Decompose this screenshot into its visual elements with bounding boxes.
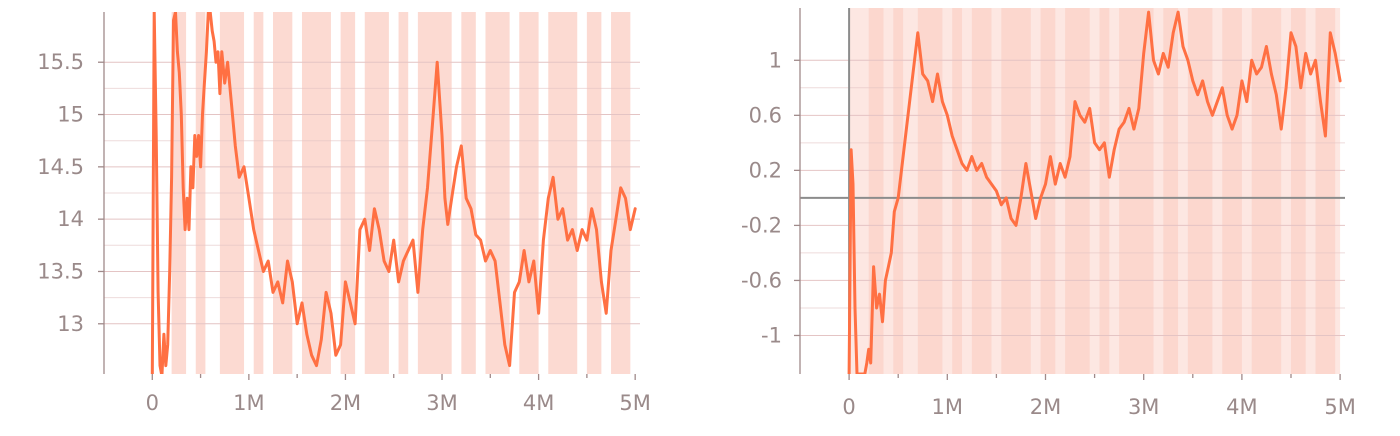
y-tick-label: -0.6	[741, 268, 782, 292]
variance-band	[1251, 8, 1282, 374]
variance-band	[1315, 8, 1336, 374]
y-tick-label: 1	[769, 48, 782, 72]
series-line	[150, 12, 637, 374]
x-tick-label: 2M	[330, 391, 361, 415]
variance-band	[1119, 8, 1154, 374]
y-tick-label: 13	[57, 312, 84, 336]
x-tick-label: 0	[842, 395, 855, 419]
series-line	[847, 10, 1342, 374]
x-tick-label: 3M	[1128, 395, 1159, 419]
x-tick-label: 1M	[233, 391, 264, 415]
variance-band	[1065, 8, 1090, 374]
chart-left: 13 13.5 14 14.5 15 15.5 0 1M 2M 3M 4M 5M	[37, 12, 651, 415]
y-tick-label: 0.6	[749, 103, 782, 127]
variance-band	[971, 8, 992, 374]
y-tick-label: 14.5	[37, 155, 84, 179]
x-tick-label: 1M	[932, 395, 963, 419]
y-tick-label: -1	[761, 323, 782, 347]
x-tick-label: 5M	[619, 391, 650, 415]
y-tick-label: 0.2	[749, 158, 782, 182]
variance-band	[1222, 8, 1242, 374]
x-tick-label: 4M	[523, 391, 554, 415]
x-tick-label: 5M	[1324, 395, 1355, 419]
y-tick-label: 15	[57, 103, 84, 127]
y-tick-label: 14	[57, 207, 84, 231]
y-tick-label: -0.2	[741, 213, 782, 237]
y-tick-label: 15.5	[37, 50, 84, 74]
variance-band	[1001, 8, 1031, 374]
x-tick-label: 0	[146, 391, 159, 415]
x-tick-label: 2M	[1030, 395, 1061, 419]
variance-band	[1290, 8, 1306, 374]
y-tick-label: 13.5	[37, 259, 84, 283]
variance-band	[1040, 8, 1056, 374]
variance-band	[1163, 8, 1179, 374]
x-tick-label: 3M	[426, 391, 457, 415]
variance-band	[1099, 8, 1110, 374]
variance-band	[1187, 8, 1213, 374]
variance-band	[952, 8, 963, 374]
chart-right: -1 -0.6 -0.2 0.2 0.6 1 0 1M 2M 3M 4M 5M	[741, 8, 1356, 419]
x-tick-label: 4M	[1226, 395, 1257, 419]
